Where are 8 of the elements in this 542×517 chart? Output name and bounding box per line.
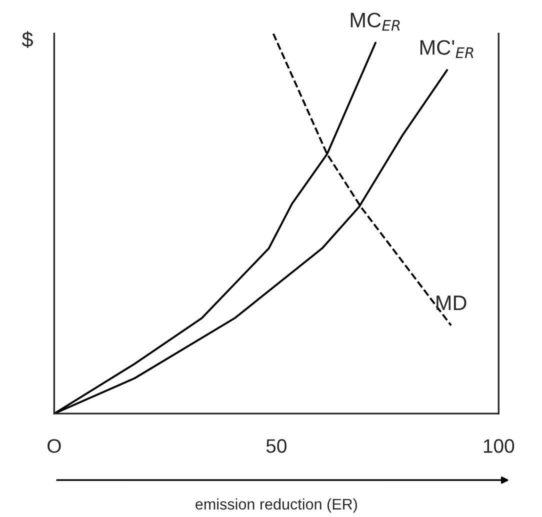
y-axis-title: $ bbox=[22, 31, 33, 48]
series-label: MD bbox=[436, 296, 466, 310]
x-tick-label: O bbox=[48, 439, 61, 453]
series-label: MC'$_{ER}$ bbox=[420, 40, 474, 58]
x-tick-label: 50 bbox=[266, 439, 286, 453]
x-axis-title: emission reduction (ER) bbox=[196, 498, 357, 513]
series-label: MC$_{ER}$ bbox=[350, 12, 400, 31]
x-tick-label: 100 bbox=[484, 439, 514, 453]
